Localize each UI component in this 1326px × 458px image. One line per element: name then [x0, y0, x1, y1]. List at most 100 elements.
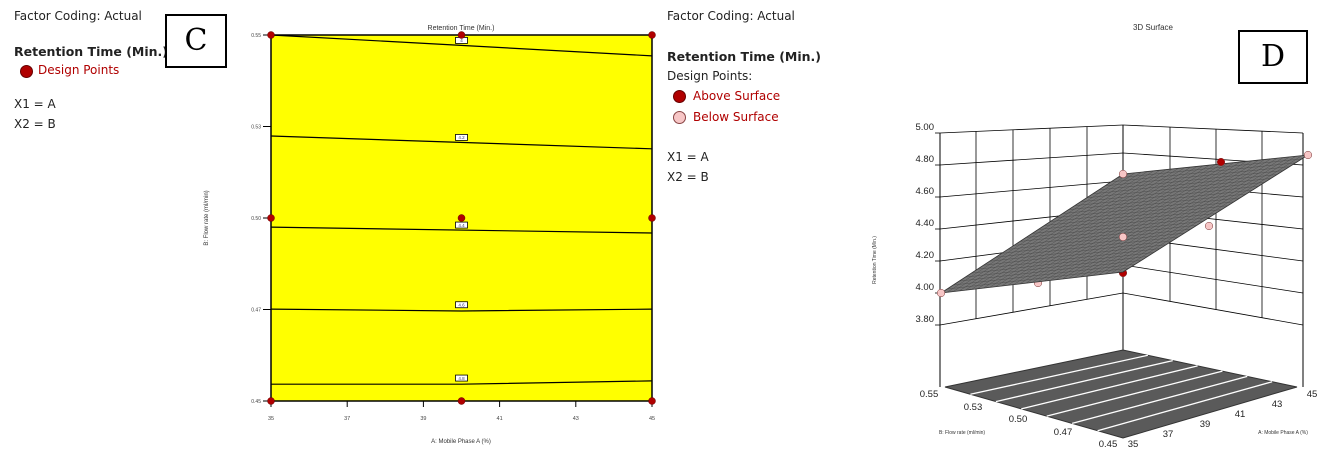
surface-mesh-line	[1098, 157, 1284, 275]
wall-gridline	[1122, 264, 1304, 294]
design-point-below	[1204, 221, 1214, 231]
z-tick-label: 3.80	[916, 314, 935, 325]
panel-label-c: C	[165, 14, 227, 68]
wall-gridline	[939, 124, 1124, 134]
below-surface-icon	[673, 111, 686, 124]
wall-gridline	[1122, 124, 1304, 134]
y-tick-label: 0.55	[251, 33, 261, 39]
surface-plot: 3D Surface Retention Time (Min.) B: Flow…	[872, 23, 1317, 450]
surface-z-axis-label: Retention Time (Min.)	[872, 236, 878, 284]
contour-y-axis-label: B: Flow rate (ml/min)	[204, 190, 210, 245]
surface-mesh-line	[1104, 156, 1290, 275]
contour-label-box	[455, 221, 468, 229]
wall-gridline	[939, 152, 1124, 166]
contour-line	[270, 308, 653, 312]
z-tick-label: 4.80	[916, 154, 935, 165]
y-tick-label: 0.53	[251, 125, 261, 131]
floor-contour-projection	[944, 349, 1298, 439]
surface-a-axis-label: A: Mobile Phase A (%)	[1258, 430, 1308, 436]
b-tick-label: 0.45	[1099, 439, 1118, 450]
response-label: Retention Time (Min.)	[14, 44, 169, 59]
above-surface-label: Above Surface	[693, 89, 781, 103]
floor-contour-line	[1021, 365, 1198, 410]
floor-contour-line	[1097, 381, 1273, 432]
floor-contour-line	[1071, 375, 1248, 425]
design-point-below	[1118, 232, 1128, 242]
contour-label: 4.4	[458, 223, 465, 228]
surface-mesh-line	[1116, 158, 1302, 179]
wall-gridline	[939, 292, 1124, 326]
a-tick-label: 39	[1200, 419, 1211, 430]
x-tick-label: 45	[649, 416, 655, 422]
contour-line	[270, 34, 653, 57]
factor-coding-label: Factor Coding: Actual	[667, 9, 795, 23]
design-point	[267, 31, 275, 39]
surface-mesh-line	[1110, 162, 1296, 183]
surface-mesh-line	[1110, 156, 1296, 274]
x-tick-label: 41	[497, 416, 503, 422]
z-tick-label: 4.40	[916, 218, 935, 229]
design-point	[457, 214, 466, 222]
contour-x-axis-label: A: Mobile Phase A (%)	[431, 439, 491, 445]
floor-contour-line	[995, 359, 1173, 403]
contour-label-box	[455, 134, 468, 141]
floor-contour-line	[1046, 370, 1223, 417]
contour-label: 4.8	[458, 376, 465, 381]
design-point	[267, 214, 275, 222]
surface-b-axis-label: B: Flow rate (ml/min)	[939, 430, 985, 436]
design-point	[457, 31, 466, 39]
b-tick-label: 0.55	[920, 389, 939, 400]
design-point-below	[1118, 169, 1128, 179]
a-tick-label: 35	[1128, 439, 1139, 450]
design-point-below	[936, 288, 946, 298]
surface-mesh-line	[1092, 157, 1278, 276]
a-tick-label: 45	[1307, 389, 1318, 400]
wall-gridline	[939, 180, 1124, 198]
below-surface-label: Below Surface	[693, 110, 779, 124]
design-point	[648, 31, 656, 39]
x-tick-label: 37	[344, 416, 350, 422]
design-point-legend-icon	[20, 65, 33, 78]
x-tick-label: 35	[268, 416, 274, 422]
b-tick-label: 0.50	[1009, 414, 1028, 425]
y-tick-label: 0.50	[251, 216, 261, 222]
design-point-above	[1216, 157, 1226, 167]
design-point-below	[1303, 150, 1313, 160]
above-surface-icon	[673, 90, 686, 103]
factor-coding-label: Factor Coding: Actual	[14, 9, 142, 23]
design-point	[457, 397, 466, 405]
y-tick-label: 0.45	[251, 399, 261, 405]
response-label: Retention Time (Min.)	[667, 49, 822, 64]
z-tick-label: 4.20	[916, 250, 935, 261]
design-point	[267, 397, 275, 405]
surface-mesh-line	[1098, 170, 1284, 191]
x2-label: X2 = B	[14, 117, 56, 131]
contour-label-box	[455, 301, 468, 309]
contour-title: Retention Time (Min.)	[428, 25, 495, 32]
x-tick-label: 39	[420, 416, 426, 422]
surface-mesh-line	[1104, 166, 1290, 187]
x2-label: X2 = B	[667, 170, 709, 184]
contour-plot: Retention Time (Min.) A: Mobile Phase A …	[204, 25, 656, 445]
b-tick-label: 0.53	[964, 402, 983, 413]
a-tick-label: 43	[1272, 399, 1283, 410]
design-point	[648, 214, 656, 222]
contour-label-box	[455, 374, 468, 382]
contour-label: 4.6	[458, 302, 465, 307]
x1-label: X1 = A	[667, 150, 709, 164]
design-points-label: Design Points:	[667, 69, 753, 83]
contour-line	[270, 135, 653, 150]
surface-title: 3D Surface	[1133, 23, 1174, 32]
z-tick-label: 4.00	[916, 282, 935, 293]
surface-mesh-line	[1116, 155, 1302, 273]
y-tick-label: 0.47	[251, 308, 261, 314]
design-point	[648, 397, 656, 405]
a-tick-label: 41	[1235, 409, 1246, 420]
x1-label: X1 = A	[14, 97, 56, 111]
floor-contour-line	[970, 354, 1148, 395]
x-tick-label: 43	[573, 416, 579, 422]
panel-label-d: D	[1238, 30, 1308, 84]
contour-label: 4	[460, 38, 463, 43]
z-tick-label: 5.00	[916, 122, 935, 133]
